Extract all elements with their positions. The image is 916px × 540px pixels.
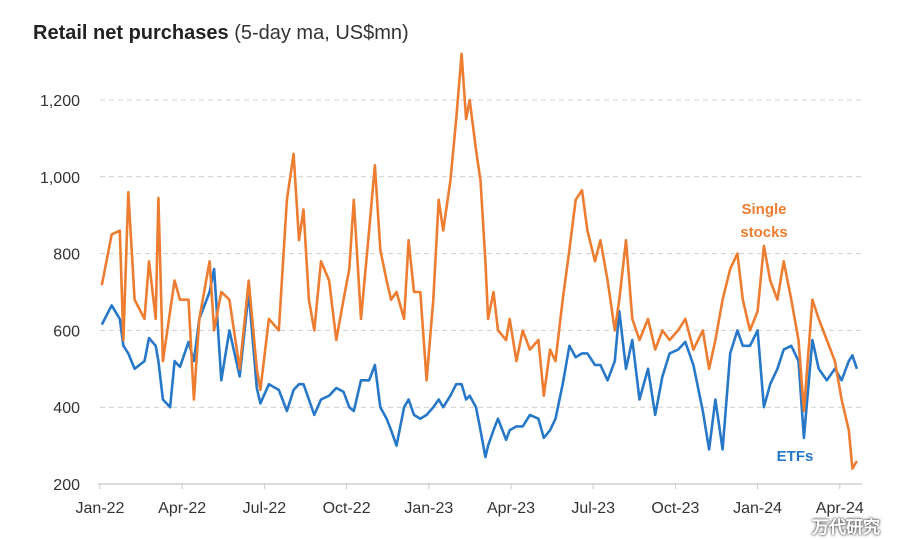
x-tick-label: Apr-22 bbox=[158, 500, 206, 517]
chart-title: Retail net purchases (5-day ma, US$mn) bbox=[33, 22, 409, 45]
y-tick-label: 800 bbox=[53, 247, 80, 264]
series-labels: Single stocks ETFs bbox=[740, 201, 813, 465]
y-tick-label: 1,000 bbox=[40, 170, 80, 187]
x-tick-label: Jan-23 bbox=[404, 500, 453, 517]
series-line-single-stocks bbox=[100, 52, 859, 470]
x-axis: Jan-22 Apr-22 Jul-22 Oct-22 Jan-23 Apr-23 Jul-… bbox=[76, 483, 864, 517]
y-tick-label: 400 bbox=[53, 400, 80, 417]
x-tick-label: Jan-22 bbox=[76, 500, 125, 517]
series-label: Single bbox=[741, 201, 786, 218]
y-tick-label: 200 bbox=[53, 477, 80, 494]
series-label: stocks bbox=[740, 224, 788, 241]
x-tick-label: Apr-24 bbox=[816, 500, 864, 517]
chart-title-main: Retail net purchases bbox=[33, 22, 229, 44]
x-tick-label: Jan-24 bbox=[733, 500, 782, 517]
y-tick-label: 600 bbox=[53, 323, 80, 340]
x-tick-label: Jul-22 bbox=[243, 500, 287, 517]
chart-subtitle: (5-day ma, US$mn) bbox=[234, 22, 409, 44]
x-tick-label: Jul-23 bbox=[571, 500, 615, 517]
x-tick-label: Apr-23 bbox=[487, 500, 535, 517]
x-tick-label: Oct-23 bbox=[651, 500, 699, 517]
watermark: 万代研究 bbox=[812, 518, 880, 538]
series-lines bbox=[100, 52, 859, 470]
y-tick-label: 1,200 bbox=[40, 93, 80, 110]
series-line-etfs bbox=[100, 267, 859, 459]
series-label: ETFs bbox=[777, 448, 814, 465]
gridlines bbox=[100, 99, 862, 408]
y-axis: 200 400 600 800 1,000 1,200 bbox=[40, 93, 80, 494]
x-tick-label: Oct-22 bbox=[323, 500, 371, 517]
